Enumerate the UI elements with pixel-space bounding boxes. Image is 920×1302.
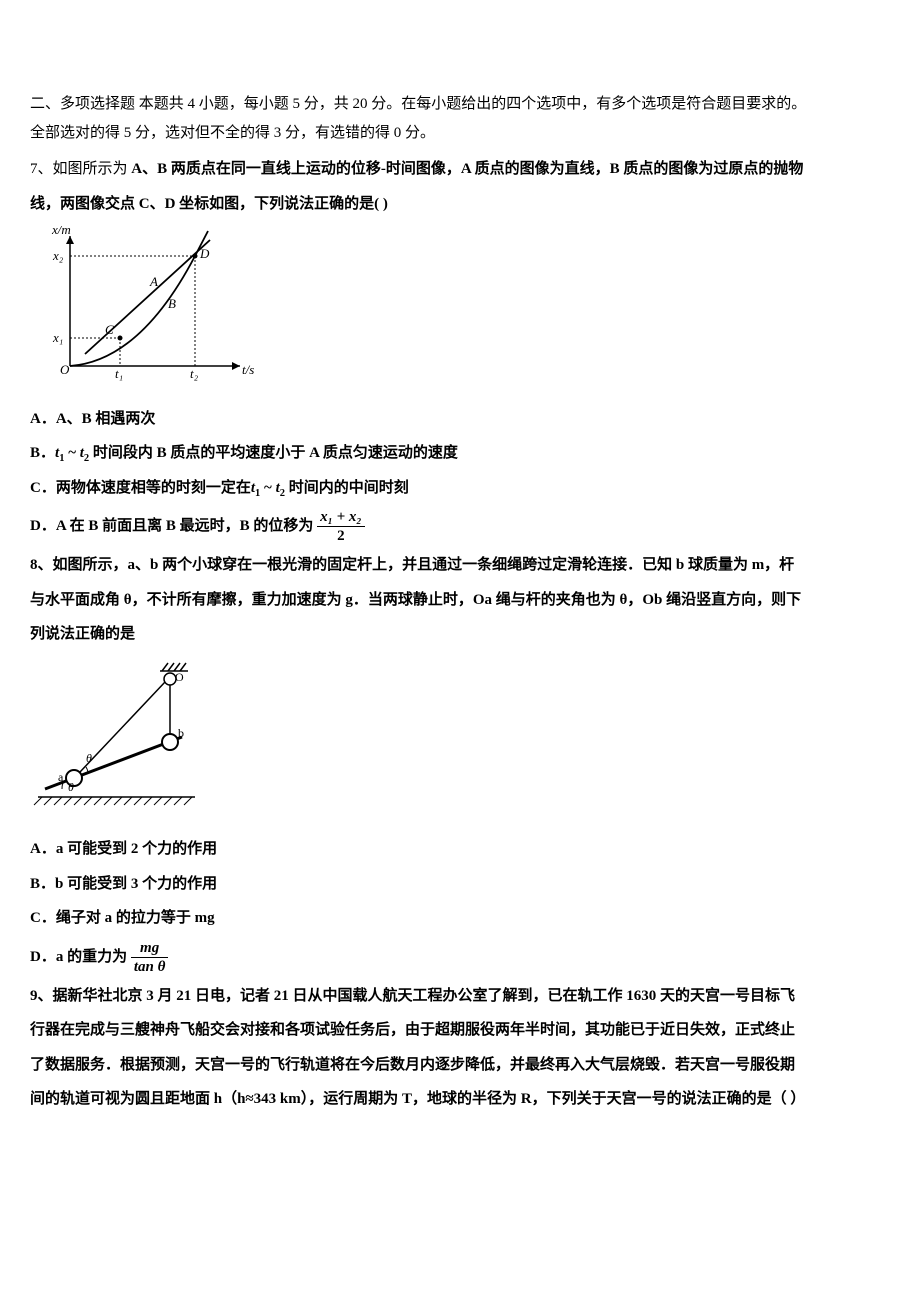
y-tick-x1: x₁ — [52, 330, 63, 345]
q7-graph-svg: x/m t/s O x₁ x₂ t₁ t₂ C D A B — [30, 226, 260, 386]
question-8: 8、如图所示，a、b 两个小球穿在一根光滑的固定杆上，并且通过一条细绳跨过定滑轮… — [30, 551, 890, 976]
label-O: O — [175, 670, 184, 684]
q7-stem-bold2: 线，两图像交点 C、D 坐标如图，下列说法正确的是( ) — [30, 196, 388, 212]
intro-line-2: 全部选对的得 5 分，选对但不全的得 3 分，有选错的得 0 分。 — [30, 119, 890, 148]
q8-option-c: C．绳子对 a 的拉力等于 mg — [30, 904, 890, 933]
label-a: a — [58, 770, 64, 784]
q8-option-a: A．a 可能受到 2 个力的作用 — [30, 835, 890, 864]
q8-option-b: B．b 可能受到 3 个力的作用 — [30, 870, 890, 899]
q8-stem-3: 列说法正确的是 — [30, 620, 890, 649]
q7-stem-line1: 7、如图所示为 A、B 两质点在同一直线上运动的位移-时间图像，A 质点的图像为… — [30, 155, 890, 184]
q7-option-a: A．A、B 相遇两次 — [30, 405, 890, 434]
label-b: b — [178, 726, 184, 740]
q9-stem-2: 行器在完成与三艘神舟飞船交会对接和各项试验任务后，由于超期服役两年半时间，其功能… — [30, 1016, 890, 1045]
intro-line-1: 二、多项选择题 本题共 4 小题，每小题 5 分，共 20 分。在每小题给出的四… — [30, 90, 890, 119]
curve-a-label: A — [149, 274, 158, 289]
point-d-label: D — [199, 246, 210, 261]
point-c-label: C — [105, 322, 114, 337]
q7-option-c: C．两物体速度相等的时刻一定在t1 ~ t2 时间内的中间时刻 — [30, 474, 890, 503]
q9-stem-3: 了数据服务．根据预测，天宫一号的飞行轨道将在今后数月内逐步降低，并最终再入大气层… — [30, 1051, 890, 1080]
q8-figure: O a b θ θ — [30, 657, 890, 828]
q7-stem-bold1: A、B 两质点在同一直线上运动的位移-时间图像，A 质点的图像为直线，B 质点的… — [131, 161, 803, 177]
y-axis-label: x/m — [51, 226, 71, 237]
label-theta-1: θ — [86, 751, 92, 765]
q8-stem-1: 8、如图所示，a、b 两个小球穿在一根光滑的固定杆上，并且通过一条细绳跨过定滑轮… — [30, 551, 890, 580]
q8-svg: O a b θ θ — [30, 657, 200, 817]
q7-option-b: B．t1 ~ t2 时间段内 B 质点的平均速度小于 A 质点匀速运动的速度 — [30, 439, 890, 468]
x-axis-label: t/s — [242, 362, 254, 377]
origin-label: O — [60, 362, 70, 377]
question-7: 7、如图所示为 A、B 两质点在同一直线上运动的位移-时间图像，A 质点的图像为… — [30, 155, 890, 545]
section-intro: 二、多项选择题 本题共 4 小题，每小题 5 分，共 20 分。在每小题给出的四… — [30, 90, 890, 147]
question-9: 9、据新华社北京 3 月 21 日电，记者 21 日从中国载人航天工程办公室了解… — [30, 982, 890, 1114]
q7-stem-prefix: 7、如图所示为 — [30, 161, 131, 177]
q9-stem-1: 9、据新华社北京 3 月 21 日电，记者 21 日从中国载人航天工程办公室了解… — [30, 982, 890, 1011]
x-tick-t1: t₁ — [115, 366, 123, 381]
x-tick-t2: t₂ — [190, 366, 199, 381]
q7-stem-line2: 线，两图像交点 C、D 坐标如图，下列说法正确的是( ) — [30, 190, 890, 219]
q8-stem-2: 与水平面成角 θ，不计所有摩擦，重力加速度为 g．当两球静止时，Oa 绳与杆的夹… — [30, 586, 890, 615]
curve-b-label: B — [168, 296, 176, 311]
q8-option-d: D．a 的重力为 mg tan θ — [30, 939, 890, 976]
label-theta-2: θ — [68, 780, 74, 794]
y-tick-x2: x₂ — [52, 248, 64, 263]
q7-option-d: D．A 在 B 前面且离 B 最远时，B 的位移为 x₁ + x₂ 2 — [30, 508, 890, 545]
q7-figure: x/m t/s O x₁ x₂ t₁ t₂ C D A B — [30, 226, 890, 397]
q9-stem-4: 间的轨道可视为圆且距地面 h（h≈343 km），运行周期为 T，地球的半径为 … — [30, 1085, 890, 1114]
